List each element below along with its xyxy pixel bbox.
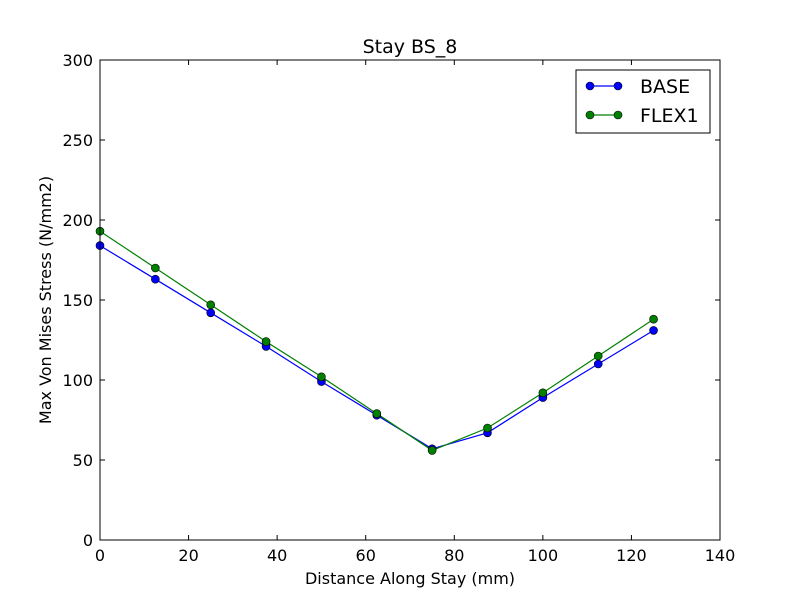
legend-label-flex1: FLEX1 [640,105,699,127]
data-point-flex1 [372,409,382,418]
legend-label-base: BASE [640,76,690,98]
x-axis: 0 20 40 60 80 100 120 140 [95,60,735,565]
x-axis-label: Distance Along Stay (mm) [305,569,515,588]
legend-marker-flex1 [613,110,623,120]
y-tick-label: 0 [83,531,93,550]
y-tick-label: 150 [62,291,93,310]
data-point-flex1 [206,300,216,310]
x-tick-label: 120 [616,546,647,565]
legend-box [575,69,711,134]
data-point-base [593,359,603,369]
data-point-flex1 [317,372,326,382]
data-point-flex1 [427,446,437,455]
data-point-flex1 [261,337,271,346]
x-tick-label: 20 [178,546,198,565]
y-axis: 0 50 100 150 200 250 300 [62,51,720,550]
x-tick-label: 100 [528,546,559,565]
y-tick-label: 250 [62,131,93,150]
data-point-flex1 [483,423,492,433]
y-tick-label: 100 [62,371,93,390]
legend-marker-base [613,81,623,91]
x-tick-label: 40 [267,546,287,565]
data-point-flex1 [151,263,160,273]
legend: BASE FLEX1 [575,69,711,134]
x-tick-label: 80 [444,546,464,565]
y-tick-label: 300 [62,51,93,70]
data-point-base [649,326,658,335]
x-tick-label: 140 [705,546,736,565]
legend-marker-flex1 [585,110,595,120]
data-point-base [206,308,216,318]
x-tick-label: 60 [356,546,376,565]
data-point-base [151,274,160,284]
x-tick-label: 0 [95,546,105,565]
y-axis-label: Max Von Mises Stress (N/mm2) [36,176,55,424]
data-point-flex1 [649,314,658,324]
chart-title: Stay BS_8 [363,36,458,58]
legend-marker-base [585,81,595,91]
y-tick-label: 50 [73,451,93,470]
data-point-flex1 [538,388,548,398]
data-point-flex1 [593,351,603,361]
y-tick-label: 200 [62,211,93,230]
